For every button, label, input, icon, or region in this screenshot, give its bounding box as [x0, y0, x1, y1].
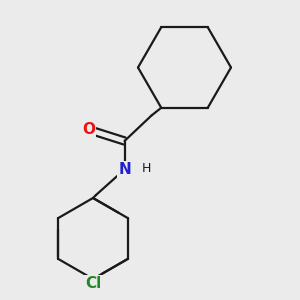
Text: N: N	[118, 162, 131, 177]
Text: Cl: Cl	[85, 276, 101, 291]
Text: O: O	[82, 122, 95, 137]
Text: H: H	[141, 161, 151, 175]
